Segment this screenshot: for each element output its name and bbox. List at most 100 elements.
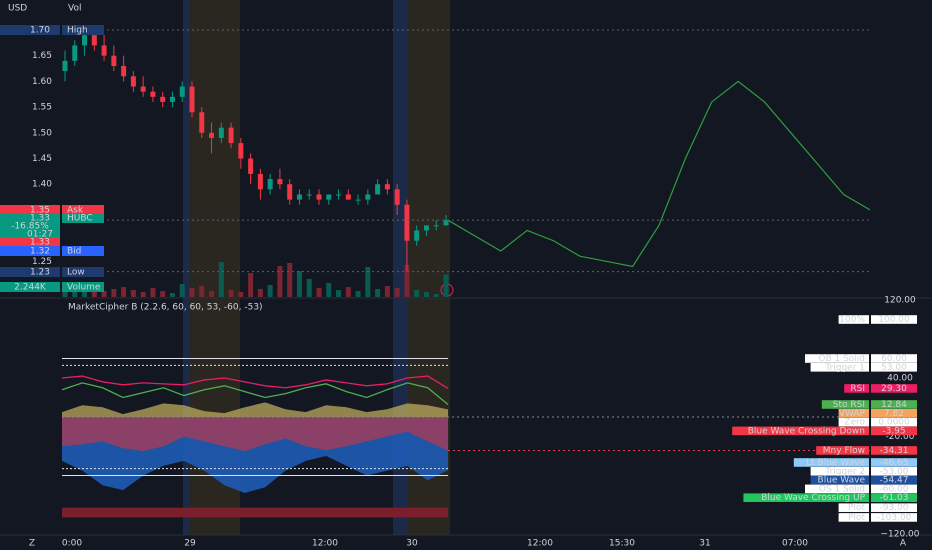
indicator-value: 7.82 [884,409,904,419]
indicator-label-name: Sto RSI [833,400,865,410]
volume-bar [365,267,371,297]
indicator-value-box [871,475,917,485]
candle-body [277,179,283,185]
candle-body [140,86,146,92]
indicator-label-name: Blue Wave [818,476,866,486]
tag-name: Ask [67,206,84,216]
mny-flow-area [62,417,448,452]
time-tick-label: 15:30 [609,539,635,549]
corner-button[interactable]: A [900,539,907,549]
candle-body [238,143,244,159]
time-tick-label: 29 [184,539,196,549]
indicator-value: -60.00 [879,484,908,494]
indicator-value: 0.0000 [878,418,910,428]
candle-body [316,194,322,200]
indicator-label-name: Plot [848,503,865,513]
volume-bar [287,263,293,297]
price-tick-label: 1.60 [32,77,52,87]
price-tick-label: 1.45 [32,154,52,164]
indicator-label-name: OS 1 Solid [819,484,865,494]
candle-body [150,91,156,97]
indicator-value: 60.00 [881,354,907,364]
volume-bar [218,262,224,297]
volume-bar [355,291,361,297]
tag-price: 1.32 [30,247,50,257]
price-tag [0,282,60,292]
candle-body [414,230,420,241]
indicator-value: -53.00 [879,467,908,477]
candle-body [199,112,205,133]
session-band [393,0,408,535]
price-tick-label: 1.65 [32,51,52,61]
volume-bar [121,287,127,297]
candle-body [345,194,351,200]
indicator-label-box [838,503,869,512]
volume-bar [404,265,410,297]
tag-name: Low [67,268,85,278]
indicator-value: 53.00 [881,363,907,373]
tag-price: 1.70 [30,26,50,36]
sto-rsi-line [61,382,449,405]
volume-bar [257,289,263,297]
candle-body [296,194,302,200]
volume-bar [423,292,429,297]
tag-name-box [62,282,104,292]
corner-button[interactable]: Z [29,539,35,549]
indicator-tick-label: −120.00 [880,530,919,540]
price-tick-label: 1.25 [32,257,52,267]
indicator-value: -34.31 [879,446,908,456]
candle-body [121,65,127,77]
volume-bar [209,291,215,297]
volume-bar [375,289,381,297]
candle-body [355,199,361,201]
volume-bar [277,266,283,297]
time-tick-label: 30 [406,539,418,549]
rsi-line [61,375,449,389]
tag-price: 1.33 [30,214,50,224]
price-tag [0,267,60,277]
indicator-label-name: 100% [839,315,865,325]
indicator-value-box [871,446,917,455]
volume-bar [189,288,195,297]
time-tick-label: 12:00 [527,539,553,549]
tag-countdown: 01:27 [27,230,53,240]
candle-body [209,132,215,138]
candle-body [179,86,185,97]
tag-name-box [62,25,104,35]
indicator-title: MarketCipher B (2.2.6, 60, 60, 53, -60, … [68,303,263,313]
indicator-value-box [871,503,917,512]
indicator-label-box [805,484,869,494]
indicator-label-box [805,354,869,363]
volume-bar [169,293,175,297]
indicator-label-name: Mny Flow [823,446,865,456]
volume-bar [384,286,390,297]
volume-bar [140,292,146,297]
volume-bar [238,292,244,297]
time-tick-label: 31 [699,539,710,549]
candle-body [326,194,332,200]
candle-body [91,35,97,46]
indicator-label-name: Trigger 2 [824,467,865,477]
time-tick-label: 12:00 [312,539,338,549]
indicator-value: -46.65 [879,458,908,468]
tag-name: Bid [67,247,81,257]
indicator-label-box [743,493,869,502]
indicator-value-box [871,354,917,363]
currency-label: USD [8,4,27,14]
indicator-label-box [838,315,869,324]
price-tag [0,25,60,35]
indicator-value-box [871,513,917,522]
volume-bar [160,291,166,297]
indicator-label-box [810,363,869,372]
candle-body [443,220,449,226]
price-tag [0,246,60,256]
indicator-value-box [871,384,917,393]
volume-bar [111,289,117,297]
indicator-value-box [871,426,917,436]
candle-body [101,45,107,56]
indicator-value: 100.00 [878,315,910,325]
volume-bar [267,285,273,297]
indicator-value: -93.00 [879,503,908,513]
price-tick-label: 1.55 [32,103,52,113]
candle-body [306,194,312,196]
